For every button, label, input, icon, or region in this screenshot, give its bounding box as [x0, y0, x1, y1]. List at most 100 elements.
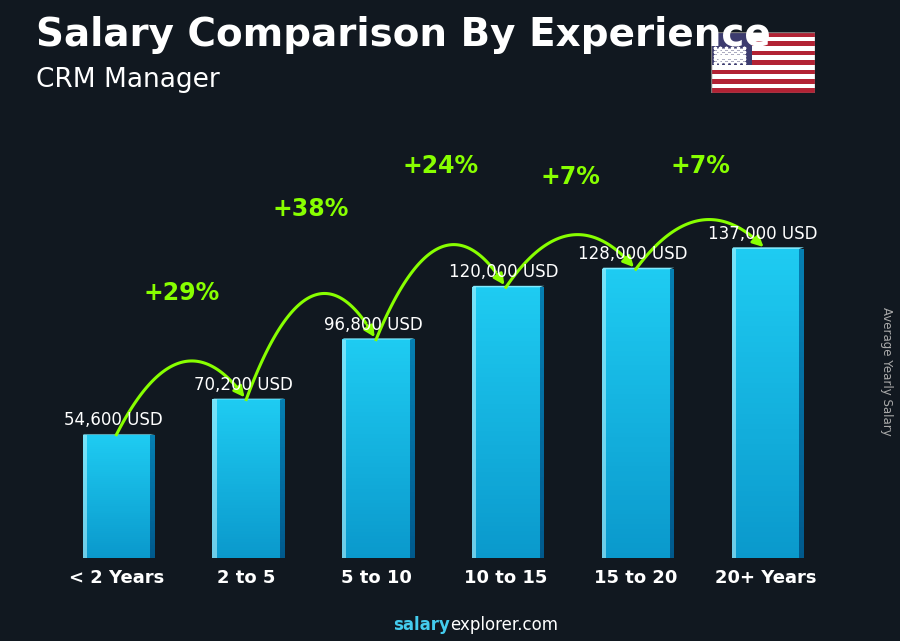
Bar [540, 314, 544, 319]
Bar [472, 522, 540, 526]
Bar [540, 427, 544, 431]
Bar [670, 524, 674, 529]
Bar [670, 375, 674, 380]
Bar [799, 527, 804, 532]
Bar [472, 440, 540, 445]
Bar [472, 314, 540, 319]
Bar [83, 496, 150, 498]
Bar [410, 506, 415, 510]
Bar [212, 431, 280, 434]
Bar [83, 449, 150, 451]
Bar [799, 413, 804, 419]
Bar [670, 471, 674, 476]
Bar [342, 503, 410, 507]
Bar [540, 549, 544, 553]
Bar [472, 301, 540, 305]
Bar [732, 449, 799, 454]
Bar [540, 467, 544, 472]
Bar [150, 488, 155, 490]
Bar [150, 519, 155, 520]
Bar [342, 456, 410, 460]
Bar [670, 385, 674, 390]
Bar [540, 354, 544, 360]
Bar [83, 519, 150, 520]
Bar [342, 387, 410, 390]
Bar [540, 431, 544, 436]
Bar [602, 346, 670, 351]
Bar [732, 501, 799, 506]
Bar [540, 391, 544, 395]
Bar [732, 301, 799, 306]
Bar [83, 445, 150, 447]
Bar [410, 445, 415, 449]
Bar [342, 470, 410, 474]
Bar [602, 317, 670, 322]
Bar [280, 404, 284, 408]
Bar [342, 369, 410, 372]
Bar [472, 427, 540, 431]
Bar [602, 375, 670, 380]
Bar [540, 387, 544, 391]
Bar [732, 527, 799, 532]
Bar [602, 510, 670, 515]
Bar [799, 485, 804, 491]
Bar [540, 418, 544, 422]
Bar [150, 551, 155, 554]
Bar [280, 449, 284, 452]
Bar [342, 452, 410, 456]
Bar [540, 517, 544, 522]
Bar [83, 455, 150, 457]
Bar [83, 500, 150, 503]
Bar [280, 442, 284, 444]
Bar [150, 490, 155, 492]
Text: 70,200 USD: 70,200 USD [194, 376, 293, 394]
Text: 128,000 USD: 128,000 USD [579, 246, 688, 263]
Bar [410, 397, 415, 401]
Bar [150, 472, 155, 474]
Bar [472, 467, 540, 472]
Bar [342, 514, 410, 518]
Bar [280, 547, 284, 550]
Bar [410, 514, 415, 518]
Bar [83, 469, 150, 472]
Bar [280, 544, 284, 547]
Bar [602, 462, 670, 467]
Bar [212, 520, 280, 524]
Bar [732, 490, 799, 496]
Bar [212, 550, 280, 553]
Bar [212, 407, 280, 410]
Bar [799, 424, 804, 429]
Bar [280, 531, 284, 534]
Bar [732, 547, 799, 553]
Bar [410, 536, 415, 540]
Bar [212, 499, 280, 503]
Bar [472, 531, 540, 535]
Bar [410, 379, 415, 383]
Bar [602, 408, 670, 413]
Bar [799, 480, 804, 486]
Bar [670, 408, 674, 413]
Bar [83, 438, 150, 441]
Bar [602, 379, 670, 385]
Bar [670, 298, 674, 303]
Bar [212, 523, 280, 526]
Bar [540, 481, 544, 486]
Bar [602, 269, 606, 558]
Bar [472, 345, 540, 351]
Bar [410, 456, 415, 460]
Bar [410, 347, 415, 351]
Bar [732, 321, 799, 326]
Bar [212, 428, 280, 431]
Bar [342, 441, 410, 445]
Bar [799, 342, 804, 347]
Bar [212, 505, 280, 508]
Bar [472, 517, 540, 522]
Bar [280, 431, 284, 434]
Bar [150, 556, 155, 558]
Bar [602, 356, 670, 361]
Bar [342, 525, 410, 529]
Bar [602, 274, 670, 279]
Bar [342, 478, 410, 481]
Bar [602, 341, 670, 346]
Bar [602, 298, 670, 303]
